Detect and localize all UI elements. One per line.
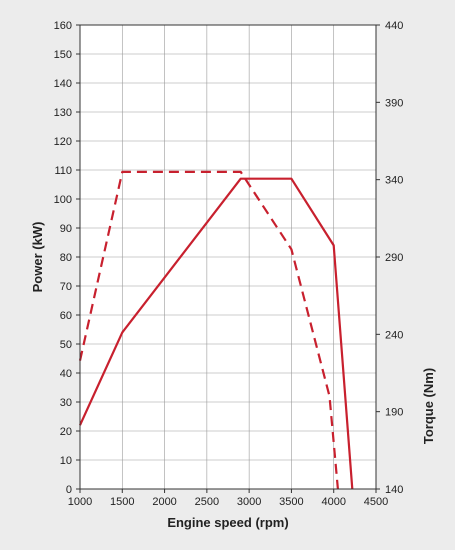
y-left-tick-label-12: 120 <box>54 136 72 148</box>
y-left-tick-label-8: 80 <box>60 252 72 264</box>
y-right-tick-label-6: 440 <box>385 20 403 32</box>
y-left-tick-labels: 0 10 20 30 40 50 60 70 80 90 100 110 120 130 140 150 160 <box>54 20 80 496</box>
x-tick-label-7: 4500 <box>364 496 388 508</box>
y-left-tick-label-3: 30 <box>60 397 72 409</box>
y-right-tick-label-3: 290 <box>385 252 403 264</box>
x-tick-label-5: 3500 <box>279 496 303 508</box>
y-right-tick-label-2: 240 <box>385 329 403 341</box>
y-right-tick-label-0: 140 <box>385 484 403 496</box>
y-left-tick-label-5: 50 <box>60 339 72 351</box>
y-left-tick-label-0: 0 <box>66 484 72 496</box>
y-left-tick-label-15: 150 <box>54 49 72 61</box>
y-left-tick-label-13: 130 <box>54 107 72 119</box>
x-tick-label-4: 3000 <box>237 496 261 508</box>
y-left-tick-label-16: 160 <box>54 20 72 32</box>
y-left-tick-label-4: 40 <box>60 368 72 380</box>
x-tick-label-6: 4000 <box>321 496 345 508</box>
y-left-tick-label-2: 20 <box>60 426 72 438</box>
y-left-tick-label-7: 70 <box>60 281 72 293</box>
y-right-tick-label-1: 190 <box>385 407 403 419</box>
power-series-line <box>78 177 354 490</box>
y-right-tick-labels: 140 190 240 290 340 390 440 <box>376 20 403 496</box>
x-tick-label-1: 1500 <box>110 496 134 508</box>
y-right-axis-title: Torque (Nm) <box>421 368 436 444</box>
x-axis-title: Engine speed (rpm) <box>167 515 288 530</box>
y-left-tick-label-11: 110 <box>54 165 72 177</box>
y-left-tick-label-14: 140 <box>54 78 72 90</box>
x-tick-label-0: 1000 <box>68 496 92 508</box>
x-tick-labels: 1000 1500 2000 2500 3000 3500 4000 4500 <box>68 489 388 508</box>
y-right-tick-label-4: 340 <box>385 175 403 187</box>
series-layer <box>78 170 354 490</box>
y-right-tick-label-5: 390 <box>385 97 403 109</box>
y-left-tick-label-6: 60 <box>60 310 72 322</box>
y-left-tick-label-1: 10 <box>60 455 72 467</box>
x-tick-label-3: 2500 <box>195 496 219 508</box>
y-left-tick-label-9: 90 <box>60 223 72 235</box>
x-tick-label-2: 2000 <box>152 496 176 508</box>
y-left-tick-label-10: 100 <box>54 194 72 206</box>
y-left-axis-title: Power (kW) <box>30 222 45 293</box>
torque-series-line <box>78 170 339 490</box>
